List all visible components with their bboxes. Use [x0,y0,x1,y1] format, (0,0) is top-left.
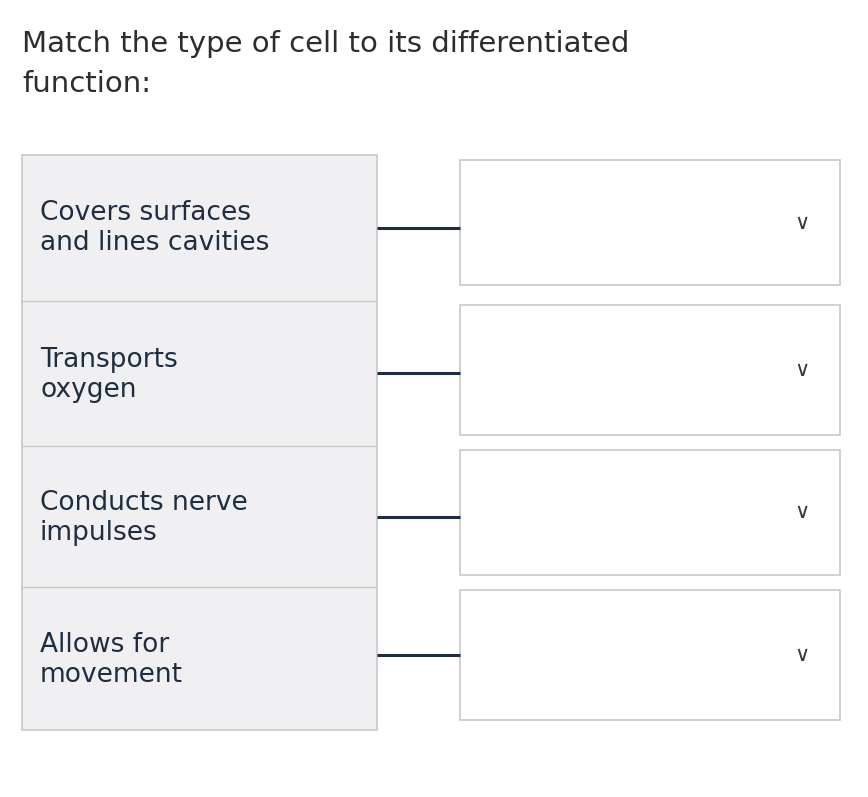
Text: ∨: ∨ [794,645,810,665]
Text: Allows for
movement: Allows for movement [40,632,183,688]
Text: Transports
oxygen: Transports oxygen [40,347,178,403]
Text: Match the type of cell to its differentiated: Match the type of cell to its differenti… [22,30,629,58]
Text: Conducts nerve
impulses: Conducts nerve impulses [40,489,247,545]
FancyBboxPatch shape [22,155,377,730]
Text: function:: function: [22,70,151,98]
Text: Covers surfaces
and lines cavities: Covers surfaces and lines cavities [40,199,269,256]
FancyBboxPatch shape [460,160,840,285]
Text: ∨: ∨ [794,502,810,523]
Text: ∨: ∨ [794,360,810,380]
FancyBboxPatch shape [460,305,840,435]
FancyBboxPatch shape [460,450,840,575]
FancyBboxPatch shape [460,590,840,720]
Text: ∨: ∨ [794,213,810,233]
